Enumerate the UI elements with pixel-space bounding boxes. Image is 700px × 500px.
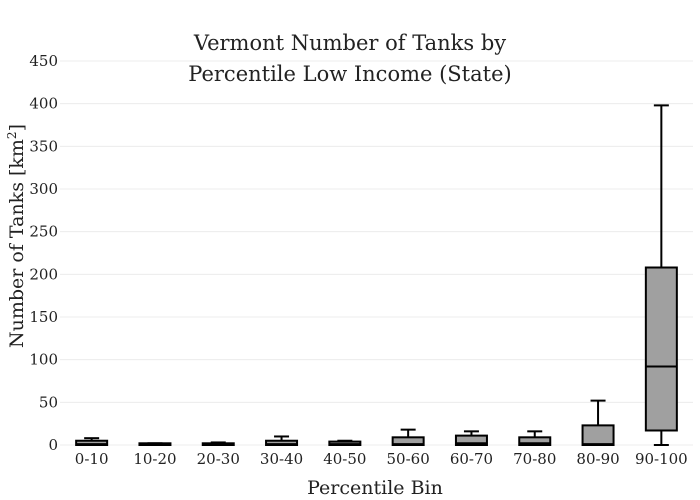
y-axis-label: Number of Tanks [km2] <box>5 124 28 348</box>
box-30-40 <box>265 435 299 447</box>
box-iqr-80-90 <box>581 424 615 446</box>
y-tick-label-350: 350 <box>29 137 58 155</box>
y-tick-label-50: 50 <box>39 393 58 411</box>
x-tick-label-50-60: 50-60 <box>387 450 430 468</box>
x-tick-label-70-80: 70-80 <box>513 450 556 468</box>
box-20-30 <box>201 441 235 447</box>
x-tick-label-30-40: 30-40 <box>260 450 303 468</box>
y-axis-label-superscript: 2 <box>5 131 19 139</box>
box-60-70 <box>454 430 488 447</box>
y-tick-label-0: 0 <box>48 436 58 454</box>
y-tick-label-450: 450 <box>29 52 58 70</box>
x-tick-label-0-10: 0-10 <box>75 450 109 468</box>
chart-title-line-2: Percentile Low Income (State) <box>188 62 511 86</box>
box-iqr-90-100 <box>644 266 678 432</box>
y-tick-label-150: 150 <box>29 308 58 326</box>
box-80-90 <box>581 399 615 446</box>
y-axis-ticks: 0 50 100 150 200 250 300 350 400 450 <box>29 52 58 454</box>
box-10-20 <box>138 442 172 447</box>
y-tick-label-250: 250 <box>29 223 58 241</box>
x-tick-label-10-20: 10-20 <box>133 450 176 468</box>
y-axis-label-close: ] <box>6 124 28 131</box>
x-tick-label-20-30: 20-30 <box>197 450 240 468</box>
x-axis-label: Percentile Bin <box>307 477 443 499</box>
box-iqr-60-70 <box>454 434 488 447</box>
y-tick-label-300: 300 <box>29 180 58 198</box>
chart-title-line-1: Vermont Number of Tanks by <box>193 31 506 55</box>
box-50-60 <box>391 428 425 447</box>
box-40-50 <box>328 439 362 447</box>
y-tick-label-100: 100 <box>29 351 58 369</box>
x-axis-ticks: 0-10 10-20 20-30 30-40 40-50 50-60 60-70 70-80 8… <box>75 450 688 468</box>
box-0-10 <box>75 437 109 447</box>
x-tick-label-60-70: 60-70 <box>450 450 493 468</box>
y-tick-label-200: 200 <box>29 265 58 283</box>
y-tick-label-400: 400 <box>29 95 58 113</box>
boxes <box>75 104 678 447</box>
box-90-100 <box>644 104 678 446</box>
x-tick-label-90-100: 90-100 <box>635 450 688 468</box>
x-tick-label-40-50: 40-50 <box>323 450 366 468</box>
box-70-80 <box>518 430 552 447</box>
x-tick-label-80-90: 80-90 <box>576 450 619 468</box>
gridlines <box>60 60 693 446</box>
y-axis-label-main: Number of Tanks [km <box>6 139 28 348</box>
box-iqr-70-80 <box>518 436 552 447</box>
